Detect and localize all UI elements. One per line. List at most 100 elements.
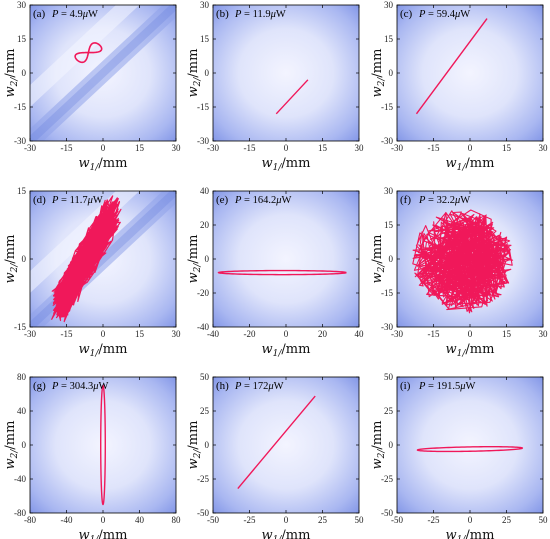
diagonal-band [30,191,176,327]
x-tick-label: -15 [61,143,73,153]
x-tick-label: 0 [284,143,289,153]
y-tick-label: 40 [200,186,210,196]
y-axis-label: w2//mm [370,421,387,470]
x-axis-label: w1//mm [446,342,495,359]
x-tick-label: 0 [284,515,289,525]
x-tick-label: -20 [244,329,256,339]
x-tick-label: -40 [61,515,73,525]
power-annotation: P = 172μW [234,381,284,392]
x-axis-label: w1//mm [79,342,128,359]
x-tick-label: 40 [355,329,365,339]
potential-background [213,191,359,327]
x-axis-label: w1//mm [262,528,311,539]
y-tick-label: -25 [197,474,209,484]
x-axis-label: w1//mm [79,528,128,539]
y-axis-label: w2//mm [186,49,203,98]
x-tick-label: -30 [24,329,36,339]
trajectory [275,79,309,115]
x-tick-label: 15 [502,329,512,339]
x-tick-label: -80 [24,515,36,525]
y-tick-label: -30 [381,322,393,332]
panel-label: (i) [400,380,411,392]
y-tick-label: 0 [205,68,210,78]
panel-a: -30 -15 0 15 30 -30 -15 0 15 30 w1//mm w2//mm (a) P =… [3,0,181,173]
power-annotation: P = 304.3μW [51,381,109,392]
y-axis-label: w2//mm [3,421,20,470]
x-tick-label: 30 [172,329,182,339]
trajectory [415,18,488,115]
x-tick-label: 30 [539,329,549,339]
trajectory [416,445,524,453]
y-tick-label: 0 [389,68,394,78]
x-tick-label: -30 [207,143,219,153]
y-tick-label: 0 [22,254,27,264]
panel-label: (h) [216,380,229,392]
x-axis-label: w1//mm [262,342,311,359]
y-tick-label: 50 [200,372,210,382]
y-axis-label: w2//mm [370,235,387,284]
y-tick-label: -40 [14,474,26,484]
x-tick-label: -15 [61,329,73,339]
x-axis-label: w1//mm [446,156,495,173]
y-tick-label: -15 [381,288,393,298]
x-tick-label: -30 [24,143,36,153]
y-tick-label: 80 [17,372,27,382]
x-axis-label: w1//mm [262,156,311,173]
y-tick-label: 0 [205,254,210,264]
x-tick-label: 50 [355,515,365,525]
trajectory [217,269,347,276]
y-tick-label: -15 [381,102,393,112]
y-tick-label: -50 [197,508,209,518]
y-tick-label: 20 [200,220,210,230]
panel-label: (c) [400,8,413,20]
y-tick-label: -15 [14,102,26,112]
panel-c: -30 -15 0 15 30 -30 -15 0 15 30 w1//mm w2//mm (c) P =… [370,0,548,173]
power-annotation: P = 164.2μW [234,195,292,206]
panel-label: (d) [33,194,46,206]
x-tick-label: 0 [468,143,473,153]
y-tick-label: -50 [381,508,393,518]
y-tick-label: 0 [22,68,27,78]
y-tick-label: -25 [381,474,393,484]
x-tick-label: 20 [318,329,328,339]
y-tick-label: 25 [384,406,394,416]
trajectory [74,42,103,64]
x-tick-label: 0 [468,515,473,525]
x-tick-label: 80 [172,515,182,525]
x-tick-label: -30 [391,143,403,153]
y-tick-label: 15 [200,34,210,44]
x-tick-label: 30 [355,143,365,153]
potential-background [397,377,543,513]
y-tick-label: 15 [384,220,394,230]
y-tick-label: -15 [197,102,209,112]
x-tick-label: 15 [502,143,512,153]
power-annotation: P = 11.9μW [234,9,286,20]
x-tick-label: 15 [318,143,328,153]
y-axis-label: w2//mm [370,49,387,98]
y-tick-label: 30 [384,0,394,10]
y-axis-label: w2//mm [3,49,20,98]
y-tick-label: 0 [389,440,394,450]
potential-background [213,377,359,513]
y-tick-label: 50 [384,372,394,382]
trajectory [412,209,514,314]
trajectory [100,384,106,506]
power-annotation: P = 32.2μW [418,195,470,206]
power-annotation: P = 191.5μW [418,381,476,392]
x-tick-label: -25 [244,515,256,525]
x-tick-label: -15 [244,143,256,153]
x-tick-label: -25 [428,515,440,525]
y-axis-label: w2//mm [186,421,203,470]
y-tick-label: -40 [197,322,209,332]
y-tick-label: -80 [14,508,26,518]
trajectory [51,195,122,323]
x-tick-label: 15 [135,329,145,339]
x-tick-label: -15 [428,329,440,339]
y-tick-label: -30 [197,136,209,146]
y-tick-label: 40 [17,406,27,416]
y-tick-label: -20 [197,288,209,298]
power-annotation: P = 11.7μW [51,195,103,206]
x-tick-label: 30 [539,143,549,153]
y-tick-label: 30 [384,186,394,196]
